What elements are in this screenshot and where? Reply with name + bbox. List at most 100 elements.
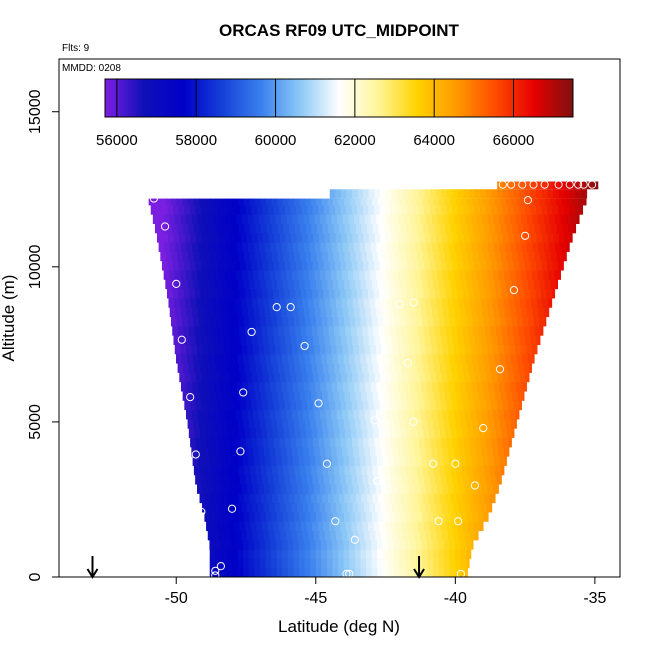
heatmap-cell: [399, 558, 406, 569]
heatmap-cell: [440, 325, 447, 336]
heatmap-cell: [334, 521, 341, 532]
heatmap-cell: [472, 316, 479, 327]
heatmap-cell: [490, 325, 497, 336]
heatmap-cell: [389, 223, 396, 234]
heatmap-cell: [186, 307, 193, 318]
heatmap-cell: [337, 353, 345, 364]
heatmap-cell: [486, 335, 493, 345]
heatmap-cell: [542, 232, 549, 243]
heatmap-cell: [254, 511, 261, 522]
heatmap-cell: [403, 530, 410, 541]
heatmap-cell: [248, 567, 255, 577]
heatmap-cell: [430, 372, 437, 383]
heatmap-cell: [376, 307, 383, 318]
heatmap-cell: [170, 198, 178, 206]
heatmap-cell: [210, 198, 217, 206]
heatmap-cell: [362, 288, 369, 299]
heatmap-cell: [516, 353, 523, 364]
heatmap-cell: [451, 288, 458, 299]
heatmap-cell: [324, 297, 331, 308]
heatmap-cell: [253, 214, 260, 224]
heatmap-cell: [221, 251, 228, 262]
heatmap-cell: [381, 446, 388, 457]
heatmap-cell: [434, 325, 441, 336]
heatmap-cell: [209, 418, 217, 429]
heatmap-cell: [449, 567, 456, 577]
heatmap-cell: [236, 242, 243, 252]
heatmap-cell: [355, 316, 362, 327]
heatmap-cell: [245, 204, 252, 215]
heatmap-top-strip-cell: [463, 189, 470, 199]
heatmap-cell: [418, 288, 425, 299]
heatmap-top-strip-cell: [458, 189, 465, 199]
heatmap-cell: [393, 242, 400, 252]
heatmap-cell: [273, 474, 280, 485]
heatmap-cell: [233, 362, 240, 373]
heatmap-cell: [454, 242, 461, 252]
heatmap-cell: [179, 297, 186, 308]
heatmap-cell: [448, 446, 455, 457]
heatmap-cell: [304, 558, 311, 569]
heatmap-cell: [569, 204, 576, 215]
heatmap-top-cap-cell: [575, 181, 582, 190]
heatmap-cell: [316, 251, 323, 262]
heatmap-cell: [334, 204, 342, 215]
heatmap-cell: [547, 204, 554, 215]
heatmap-cell: [427, 567, 434, 577]
heatmap-cell: [522, 316, 529, 327]
heatmap-cell: [442, 409, 449, 420]
heatmap-cell: [323, 260, 331, 271]
heatmap-cell: [219, 214, 227, 224]
heatmap-cell: [535, 260, 543, 271]
heatmap-top-strip-cell: [340, 189, 348, 199]
heatmap-cell: [244, 251, 251, 262]
heatmap-cell: [240, 260, 247, 271]
heatmap-cell: [361, 223, 368, 234]
heatmap-cell: [454, 307, 461, 318]
heatmap-top-strip-cell: [329, 189, 336, 199]
heatmap-cell: [500, 316, 507, 327]
heatmap-cell: [252, 530, 259, 541]
heatmap-cell: [466, 456, 473, 466]
heatmap-cell: [198, 316, 206, 327]
heatmap-cell: [159, 198, 167, 206]
heatmap-cell: [432, 307, 439, 318]
heatmap-cell: [285, 232, 292, 243]
heatmap-cell: [182, 390, 189, 401]
heatmap-cell: [428, 428, 436, 439]
heatmap-cell: [515, 214, 522, 224]
heatmap-cell: [211, 521, 218, 532]
x-tick-label: -35: [583, 590, 606, 607]
heatmap-cell: [442, 530, 449, 541]
heatmap-cell: [349, 549, 356, 559]
heatmap-cell: [303, 483, 310, 494]
heatmap-cell: [508, 335, 515, 345]
heatmap-cell: [337, 381, 344, 392]
heatmap-cell: [470, 530, 477, 541]
heatmap-cell: [322, 390, 329, 401]
heatmap-cell: [460, 549, 468, 559]
heatmap-cell: [346, 400, 353, 411]
heatmap-cell: [326, 307, 333, 318]
heatmap-cell: [437, 409, 444, 420]
heatmap-cell: [162, 232, 169, 243]
heatmap-cell: [330, 502, 337, 513]
heatmap-cell: [247, 409, 254, 420]
heatmap-cell: [321, 567, 328, 577]
heatmap-cell: [279, 372, 286, 383]
heatmap-cell: [466, 418, 473, 429]
heatmap-cell: [179, 372, 186, 383]
heatmap-cell: [234, 335, 242, 345]
heatmap-cell: [293, 353, 300, 364]
heatmap-cell: [295, 400, 303, 411]
sample-point: [186, 392, 195, 402]
heatmap-cell: [262, 474, 269, 485]
heatmap-cell: [210, 316, 217, 327]
heatmap-cell: [323, 474, 330, 485]
heatmap-cell: [193, 316, 200, 327]
heatmap-cell: [258, 214, 266, 224]
heatmap-cell: [410, 418, 418, 429]
heatmap-cell: [407, 204, 414, 215]
sample-point: [197, 507, 206, 516]
heatmap-cell: [306, 428, 313, 439]
